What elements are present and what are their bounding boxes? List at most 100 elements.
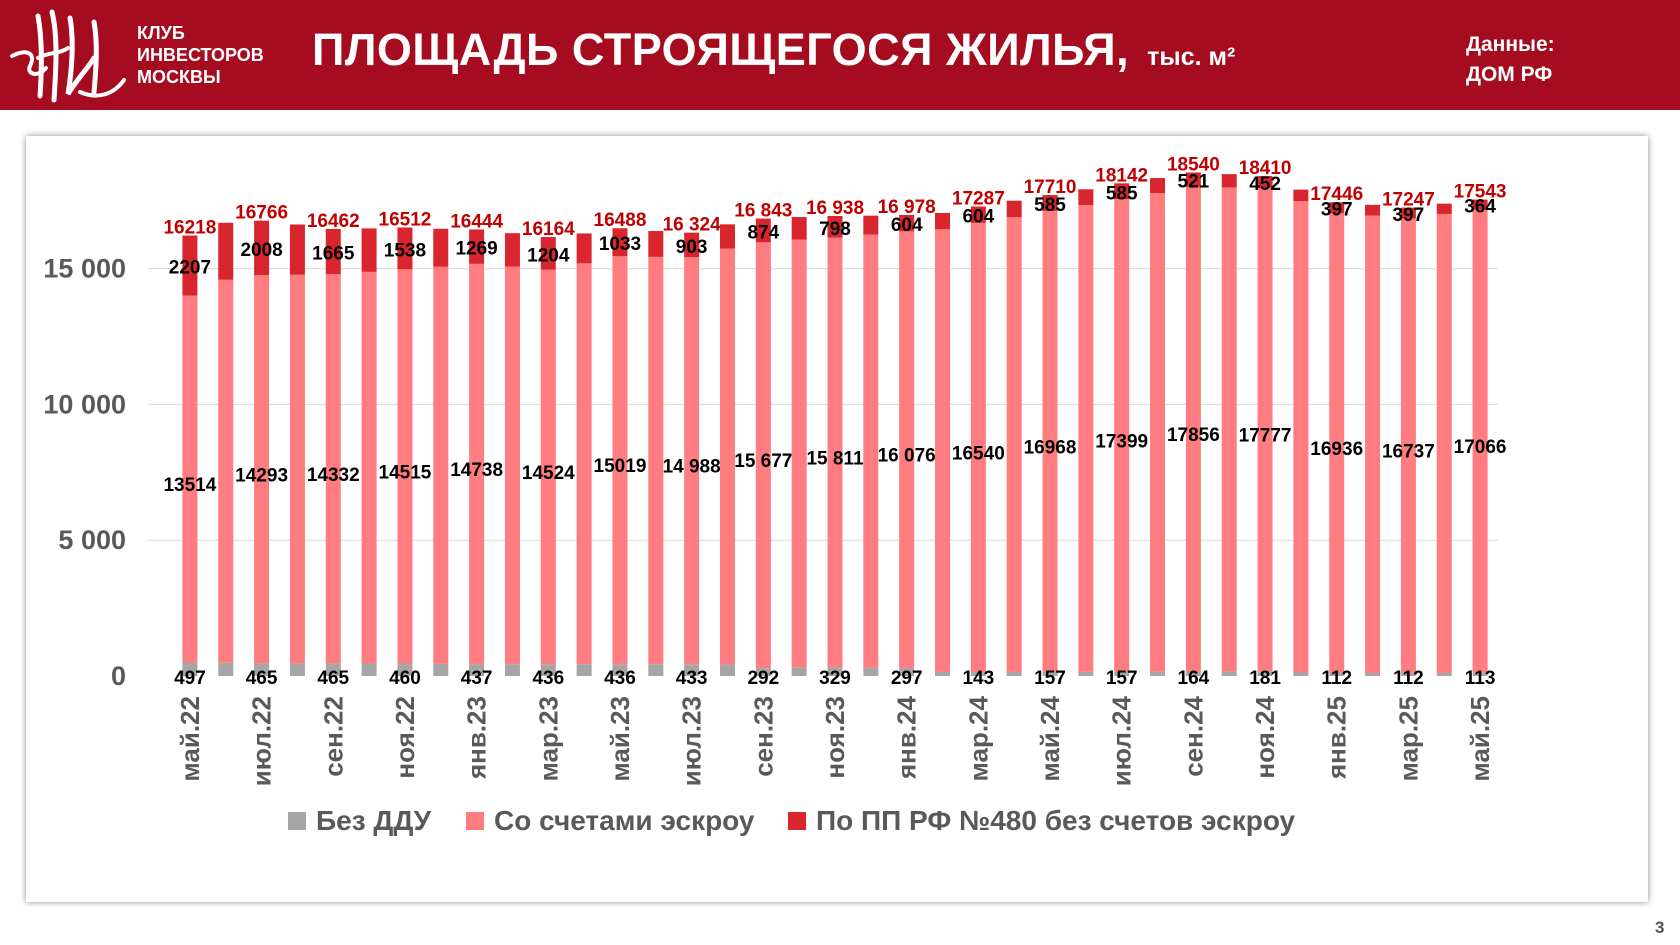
bar-segment-pp480 — [1150, 178, 1166, 194]
bar-segment-pp480 — [1078, 189, 1094, 206]
bar-segment-escrow — [433, 266, 449, 664]
x-tick-label: мар.24 — [963, 695, 993, 781]
bar-segment-no-ddu — [827, 667, 843, 676]
bar-segment-no-ddu — [397, 663, 413, 676]
bar-segment-escrow — [1400, 218, 1416, 673]
bar-segment-escrow — [1257, 188, 1273, 672]
data-label-escrow: 16 076 — [878, 446, 936, 467]
x-tick-label: май.22 — [175, 696, 205, 781]
data-label-total: 17287 — [952, 189, 1005, 210]
data-source: Данные: ДОМ РФ — [1466, 30, 1555, 90]
data-label-total: 16 978 — [878, 197, 936, 218]
page-title-text: ПЛОЩАДЬ СТРОЯЩЕГОСЯ ЖИЛЬЯ, — [312, 24, 1130, 75]
data-label-pp480: 874 — [747, 222, 779, 243]
x-tick-label: сен.23 — [748, 696, 778, 777]
data-label-escrow: 16737 — [1382, 442, 1435, 463]
bar-segment-no-ddu — [361, 663, 377, 676]
data-label-escrow: 16968 — [1024, 437, 1077, 458]
data-label-pp480: 397 — [1393, 205, 1425, 226]
bar-segment-escrow — [648, 256, 664, 665]
bar-segment-no-ddu — [612, 664, 628, 676]
bar-segment-pp480 — [1006, 200, 1022, 218]
x-tick-label: сен.24 — [1178, 695, 1208, 776]
data-label-pp480: 1665 — [312, 244, 355, 265]
bar-segment-pp480 — [1329, 202, 1345, 214]
x-tick-label: янв.24 — [892, 695, 922, 780]
bar-segment-pp480 — [970, 206, 986, 223]
data-label-total: 17446 — [1310, 184, 1363, 205]
bar-segment-no-ddu — [289, 663, 305, 676]
y-tick-label: 15 000 — [43, 254, 126, 284]
bar-segment-no-ddu — [325, 663, 341, 676]
data-label-escrow: 14515 — [379, 462, 432, 483]
data-label-no-ddu: 460 — [389, 668, 421, 689]
bar-segment-no-ddu — [719, 664, 735, 676]
bar-segment-no-ddu — [1185, 671, 1201, 676]
x-tick-label: ноя.23 — [820, 696, 850, 779]
bar-segment-escrow — [540, 269, 556, 665]
data-label-pp480: 1033 — [599, 234, 641, 255]
bar-segment-pp480 — [827, 215, 843, 238]
data-label-escrow: 17856 — [1167, 425, 1220, 446]
data-label-no-ddu: 433 — [676, 668, 708, 689]
data-label-pp480: 798 — [819, 219, 851, 240]
data-label-escrow: 14332 — [307, 465, 360, 486]
data-label-no-ddu: 437 — [461, 668, 493, 689]
bar-segment-escrow — [1365, 215, 1381, 673]
bar-segment-escrow — [755, 242, 771, 669]
data-label-pp480: 585 — [1034, 195, 1066, 216]
bar-segment-pp480 — [397, 227, 413, 270]
y-tick-label: 0 — [111, 661, 126, 691]
bar-segment-escrow — [504, 266, 520, 665]
y-tick-label: 5 000 — [58, 525, 126, 555]
bar-segment-pp480 — [182, 235, 198, 296]
data-label-escrow: 15 811 — [806, 448, 863, 469]
data-label-escrow: 17777 — [1239, 426, 1292, 447]
data-label-escrow: 14524 — [522, 463, 575, 484]
data-source-label: Данные: — [1466, 33, 1555, 56]
bar-segment-pp480 — [863, 215, 879, 235]
bar-segment-escrow — [576, 263, 592, 665]
bar-segment-escrow — [1042, 210, 1058, 672]
data-label-pp480: 604 — [891, 215, 923, 236]
bar-segment-pp480 — [504, 233, 520, 267]
bar-segment-no-ddu — [254, 663, 270, 676]
data-label-pp480: 397 — [1321, 200, 1353, 221]
x-tick-label: сен.22 — [318, 696, 348, 777]
page-title-unit: тыс. м² — [1147, 43, 1236, 71]
data-label-total: 17710 — [1024, 177, 1077, 198]
data-label-total: 16 324 — [663, 215, 722, 236]
x-tick-label: янв.23 — [462, 696, 492, 780]
bar-segment-escrow — [791, 239, 807, 668]
bar-segment-escrow — [218, 279, 234, 663]
bar-segment-pp480 — [254, 220, 270, 276]
bar-segment-pp480 — [1400, 207, 1416, 219]
data-label-no-ddu: 329 — [819, 668, 851, 689]
bar-segment-escrow — [1472, 209, 1488, 673]
data-label-no-ddu: 113 — [1465, 668, 1496, 689]
bar-segment-pp480 — [1114, 183, 1130, 200]
bar-segment-pp480 — [1257, 176, 1273, 189]
bar-segment-no-ddu — [1436, 672, 1452, 676]
bar-segment-escrow — [899, 231, 915, 668]
data-label-no-ddu: 465 — [246, 668, 278, 689]
bar-segment-pp480 — [612, 228, 628, 257]
data-label-escrow: 17066 — [1454, 437, 1507, 458]
legend-label: Без ДДУ — [316, 805, 432, 836]
bar-segment-pp480 — [1365, 204, 1381, 216]
bar-segment-pp480 — [1185, 172, 1201, 187]
bar-segment-no-ddu — [755, 668, 771, 676]
bar-segment-escrow — [1436, 213, 1452, 673]
club-name-line: КЛУБ — [137, 23, 185, 43]
data-label-no-ddu: 181 — [1249, 668, 1281, 689]
club-logo-icon — [10, 9, 126, 103]
data-label-pp480: 452 — [1249, 174, 1281, 195]
page-title: ПЛОЩАДЬ СТРОЯЩЕГОСЯ ЖИЛЬЯ, тыс. м² — [312, 24, 1235, 76]
data-label-no-ddu: 112 — [1393, 668, 1424, 689]
data-label-pp480: 2207 — [169, 258, 211, 279]
data-label-total: 17247 — [1382, 190, 1435, 211]
header-bar: КЛУБ ИНВЕСТОРОВ МОСКВЫ ПЛОЩАДЬ СТРОЯЩЕГО… — [0, 0, 1680, 110]
data-label-no-ddu: 292 — [747, 668, 779, 689]
club-name-line: ИНВЕСТОРОВ — [137, 45, 264, 65]
data-label-no-ddu: 143 — [962, 668, 994, 689]
